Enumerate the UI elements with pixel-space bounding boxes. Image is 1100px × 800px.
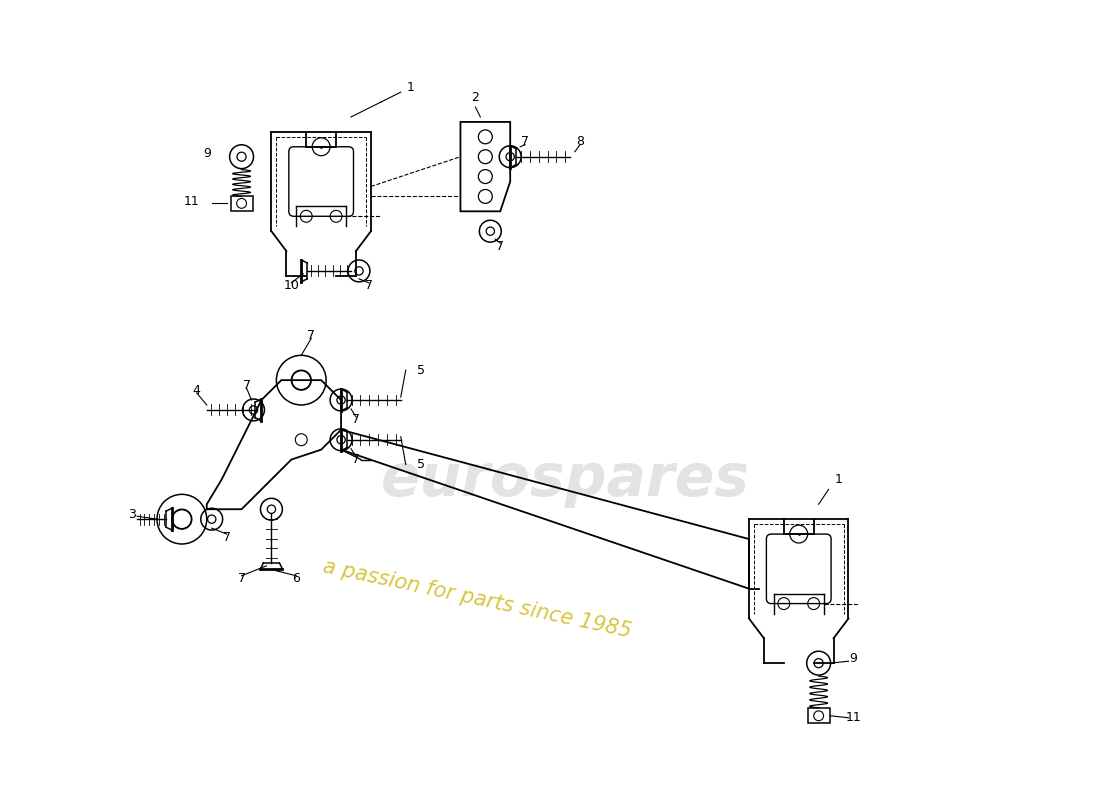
Text: eurospares: eurospares — [381, 451, 750, 508]
Text: 7: 7 — [496, 239, 504, 253]
Text: 7: 7 — [222, 530, 231, 543]
Text: 7: 7 — [521, 135, 529, 148]
Text: 11: 11 — [184, 195, 200, 208]
Text: 7: 7 — [352, 453, 360, 466]
Text: 3: 3 — [129, 508, 136, 521]
Text: 11: 11 — [846, 711, 861, 724]
Text: 5: 5 — [417, 458, 425, 471]
Text: 9: 9 — [202, 147, 211, 160]
Text: 7: 7 — [242, 378, 251, 392]
Text: 1: 1 — [835, 473, 843, 486]
Text: 2: 2 — [472, 90, 480, 104]
Text: 4: 4 — [192, 383, 200, 397]
Text: 5: 5 — [417, 364, 425, 377]
Text: 7: 7 — [307, 329, 316, 342]
Text: 7: 7 — [365, 279, 373, 292]
Text: 9: 9 — [849, 652, 857, 665]
Text: 7: 7 — [238, 572, 245, 586]
Text: 10: 10 — [284, 279, 299, 292]
Text: 1: 1 — [407, 81, 415, 94]
Text: 8: 8 — [575, 135, 584, 148]
Text: 6: 6 — [293, 572, 300, 586]
Text: 7: 7 — [352, 414, 360, 426]
Text: a passion for parts since 1985: a passion for parts since 1985 — [321, 556, 634, 641]
